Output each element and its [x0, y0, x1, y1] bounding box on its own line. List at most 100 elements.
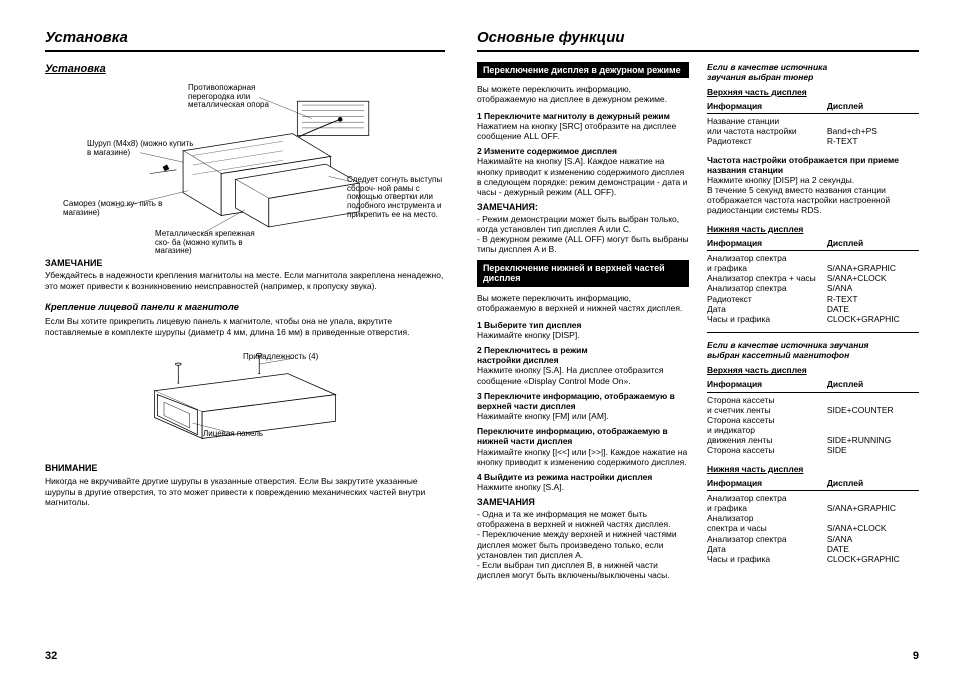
s6b: Нажимайте кнопку [|<<] или [>>|]. Каждое… — [477, 447, 689, 467]
upper-h: Верхняя часть дисплея — [707, 87, 919, 98]
s2t: 2 Измените содержимое дисплея — [477, 146, 689, 156]
label-screw: Шуруп (M4x8) (можно купить в магазине) — [87, 140, 197, 158]
lower-h: Нижняя часть дисплея — [707, 224, 919, 235]
s7b: Нажмите кнопку [S.A]. — [477, 482, 689, 492]
t1r1b: Band+ch+PS — [827, 126, 919, 136]
tape-upper: Верхняя часть дисплея ИнформацияДисплей … — [707, 365, 919, 455]
t2r1b: S/ANA+GRAPHIC — [827, 263, 919, 273]
face-title: Крепление лицевой панели к магнитоле — [45, 302, 445, 314]
divider — [707, 332, 919, 333]
warn-title: ВНИМАНИЕ — [45, 463, 445, 475]
t2r2a: Анализатор спектра + часы — [707, 273, 827, 283]
s3b: Нажимайте кнопку [DISP]. — [477, 330, 689, 340]
t3r1b: SIDE+COUNTER — [827, 405, 919, 415]
upper-h2: Верхняя часть дисплея — [707, 365, 919, 376]
intro2: Вы можете переключить информацию, отобра… — [477, 293, 689, 313]
right-col2: Если в качестве источника звучания выбра… — [707, 62, 919, 656]
face-diagram: Принадлежность (4) Лицевая панель — [45, 347, 445, 457]
s1t: 1 Переключите магнитолу в дежурный режим — [477, 111, 689, 121]
w1t: ЗАМЕЧАНИЯ: — [477, 202, 689, 214]
t4r1a: Анализатор спектра и графика — [707, 493, 827, 513]
t4r5b: CLOCK+GRAPHIC — [827, 554, 919, 564]
s1b: Нажатием на кнопку [SRC] отобразите на д… — [477, 121, 689, 141]
w1b: - Режим демонстрации может быть выбран т… — [477, 214, 689, 255]
label-accessory: Принадлежность (4) — [243, 353, 318, 362]
left-subtitle: Установка — [45, 62, 445, 76]
intro1: Вы можете переключить информацию, отобра… — [477, 84, 689, 104]
t4r5a: Часы и графика — [707, 554, 827, 564]
disp-h4: Дисплей — [827, 478, 919, 489]
t2r6a: Часы и графика — [707, 314, 827, 324]
info-h3: Информация — [707, 379, 827, 390]
page-right: Основные функции Переключение дисплея в … — [477, 28, 919, 655]
t2r3a: Анализатор спектра — [707, 283, 827, 293]
t2r6b: CLOCK+GRAPHIC — [827, 314, 919, 324]
t3r1a: Сторона кассеты и счетчик ленты — [707, 395, 827, 415]
freq-note: Частота настройки отображается при прием… — [707, 155, 919, 216]
t3r2a: Сторона кассеты и индикатор движения лен… — [707, 415, 827, 446]
warn-body: Никогда не вкручивайте другие шурупы в у… — [45, 476, 445, 508]
src-tuner: Если в качестве источника звучания выбра… — [707, 62, 919, 82]
freq-title: Частота настройки отображается при прием… — [707, 155, 899, 175]
t3r2b: SIDE+RUNNING — [827, 435, 919, 445]
t1r2a: Радиотекст — [707, 136, 827, 146]
h-standby: Переключение дисплея в дежурном режиме — [477, 62, 689, 79]
s3t: 1 Выберите тип дисплея — [477, 320, 689, 330]
t2r3b: S/ANA — [827, 283, 919, 293]
t2r2b: S/ANA+CLOCK — [827, 273, 919, 283]
t2r5b: DATE — [827, 304, 919, 314]
lower-h2: Нижняя часть дисплея — [707, 464, 919, 475]
pagenum-right: 9 — [913, 649, 919, 663]
src-tape: Если в качестве источника звучания выбра… — [707, 340, 919, 360]
s7t: 4 Выйдите из режима настройки дисплея — [477, 472, 689, 482]
label-facepanel: Лицевая панель — [203, 430, 263, 439]
s5t: 3 Переключите информацию, отображаемую в… — [477, 391, 689, 411]
right-title: Основные функции — [477, 28, 919, 52]
h-switch: Переключение нижней и верхней частей дис… — [477, 260, 689, 288]
t4r2a: Анализатор спектра и часы — [707, 513, 827, 533]
t2r1a: Анализатор спектра и графика — [707, 253, 827, 273]
info-h4: Информация — [707, 478, 827, 489]
disp-h3: Дисплей — [827, 379, 919, 390]
label-selftap: Саморез (можно ку- пить в магазине) — [63, 200, 173, 218]
t4r1b: S/ANA+GRAPHIC — [827, 503, 919, 513]
tape-lower: Нижняя часть дисплея ИнформацияДисплей А… — [707, 464, 919, 564]
note-title: ЗАМЕЧАНИЕ — [45, 258, 445, 270]
info-h: Информация — [707, 101, 827, 112]
s2b: Нажимайте на кнопку [S.A]. Каждое нажати… — [477, 156, 689, 197]
label-bracket: Металлическая крепежная ско- ба (можно к… — [155, 230, 265, 256]
s4b: Нажмите кнопку [S.A]. На дисплее отобраз… — [477, 365, 689, 385]
tuner-lower: Нижняя часть дисплея ИнформацияДисплей А… — [707, 224, 919, 324]
freq-body: Нажмите кнопку [DISP] на 2 секунды. В те… — [707, 175, 890, 216]
t4r2b: S/ANA+CLOCK — [827, 523, 919, 533]
t2r4a: Радиотекст — [707, 294, 827, 304]
face-body: Если Вы хотите прикрепить лицевую панель… — [45, 316, 445, 337]
disp-h: Дисплей — [827, 101, 919, 112]
disp-h2: Дисплей — [827, 238, 919, 249]
t2r4b: R-TEXT — [827, 294, 919, 304]
page-left: Установка Установка — [45, 28, 445, 655]
s6t: Переключите информацию, отображаемую в н… — [477, 426, 689, 446]
pagenum-left: 32 — [45, 649, 57, 663]
t4r4b: DATE — [827, 544, 919, 554]
note-body: Убеждайтесь в надежности крепления магни… — [45, 270, 445, 291]
tuner-upper: Верхняя часть дисплея ИнформацияДисплей … — [707, 87, 919, 147]
w2b: - Одна и та же информация не может быть … — [477, 509, 689, 580]
label-firewall: Противопожарная перегородка или металлич… — [188, 84, 298, 110]
t3r3a: Сторона кассеты — [707, 445, 827, 455]
t4r3b: S/ANA — [827, 534, 919, 544]
t2r5a: Дата — [707, 304, 827, 314]
t1r1a: Название станции или частота настройки — [707, 116, 827, 136]
left-title: Установка — [45, 28, 445, 52]
s4t: 2 Переключитесь в режим настройки диспле… — [477, 345, 689, 365]
info-h2: Информация — [707, 238, 827, 249]
t3r3b: SIDE — [827, 445, 919, 455]
t4r4a: Дата — [707, 544, 827, 554]
t4r3a: Анализатор спектра — [707, 534, 827, 544]
install-diagram: Противопожарная перегородка или металлич… — [45, 82, 445, 250]
label-bend: Следует согнуть выступы сбороч- ной рамы… — [347, 176, 445, 220]
w2t: ЗАМЕЧАНИЯ — [477, 497, 689, 509]
right-col1: Переключение дисплея в дежурном режиме В… — [477, 62, 689, 656]
s5b: Нажимайте кнопку [FM] или [AM]. — [477, 411, 689, 421]
t1r2b: R-TEXT — [827, 136, 919, 146]
